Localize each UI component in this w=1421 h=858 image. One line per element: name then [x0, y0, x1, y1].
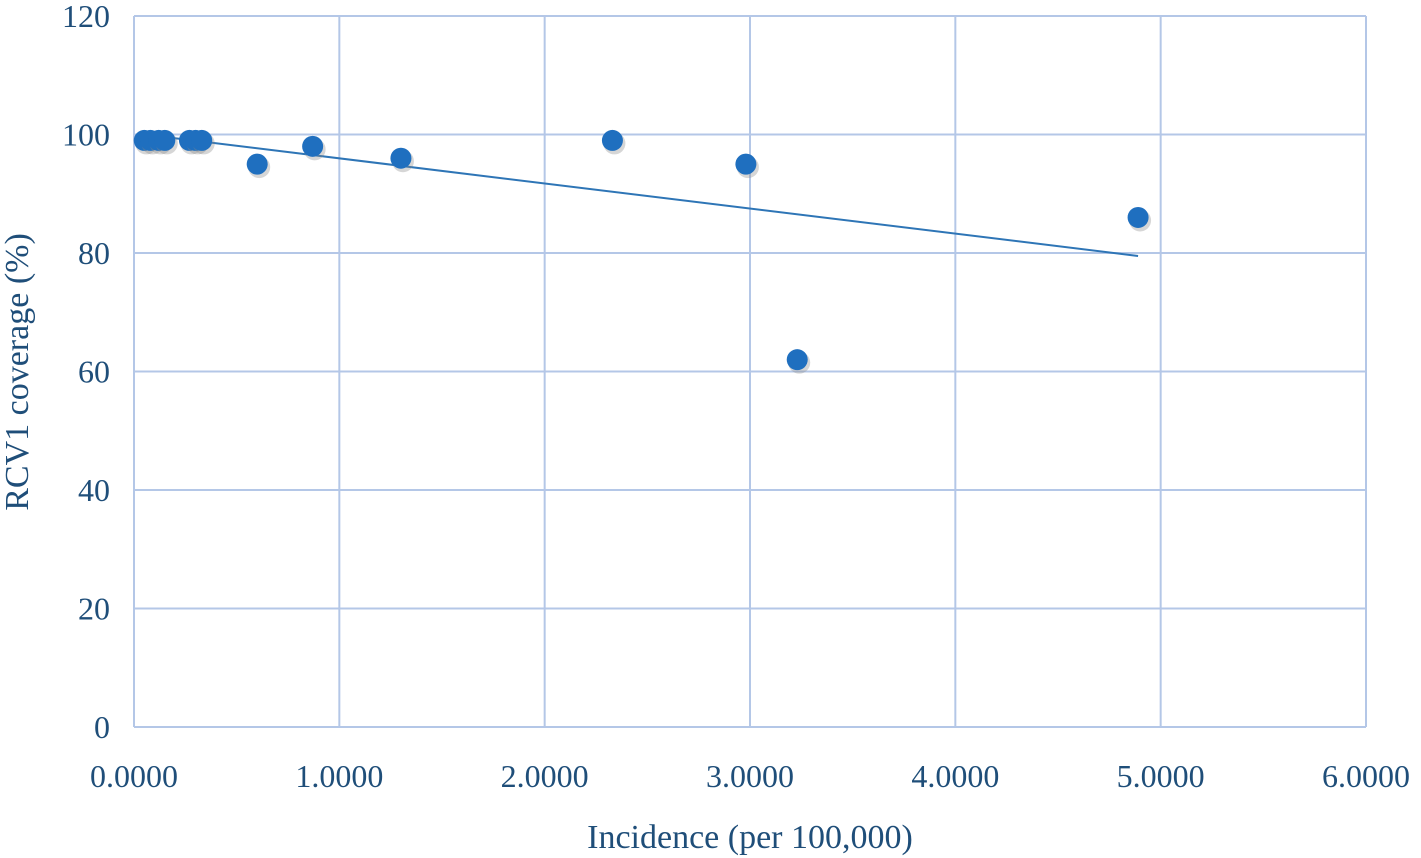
x-axis-title: Incidence (per 100,000): [587, 819, 913, 856]
trend-layer: [144, 133, 1139, 257]
data-point: [1127, 206, 1149, 228]
y-tick-label: 80: [78, 235, 110, 271]
x-tick-label: 2.0000: [501, 758, 589, 794]
data-point: [191, 129, 213, 151]
x-tick-label: 6.0000: [1322, 758, 1410, 794]
data-point: [786, 349, 808, 371]
data-point: [246, 153, 268, 175]
x-tick-label: 4.0000: [911, 758, 999, 794]
y-tick-label: 20: [78, 591, 110, 627]
data-point: [390, 147, 412, 169]
data-point: [302, 135, 324, 157]
data-point: [735, 153, 757, 175]
points-layer: [133, 129, 1152, 374]
data-point: [601, 129, 623, 151]
x-tick-label: 1.0000: [295, 758, 383, 794]
x-tick-label: 0.0000: [90, 758, 178, 794]
y-tick-label: 120: [62, 0, 110, 34]
x-tick-label: 3.0000: [706, 758, 794, 794]
grid-layer: [133, 15, 1367, 728]
x-tick-label: 5.0000: [1117, 758, 1205, 794]
y-tick-label: 60: [78, 354, 110, 390]
y-tick-label: 40: [78, 472, 110, 508]
y-tick-label: 100: [62, 117, 110, 153]
data-point: [154, 129, 176, 151]
ticks-layer: 0 20 40 60 80 100 120 0.0000 1.0000 2.0000 3.0000 4…: [62, 0, 1410, 794]
y-axis-title: RCV1 coverage (%): [0, 233, 36, 511]
y-tick-label: 0: [94, 709, 110, 745]
trendline: [144, 133, 1139, 257]
